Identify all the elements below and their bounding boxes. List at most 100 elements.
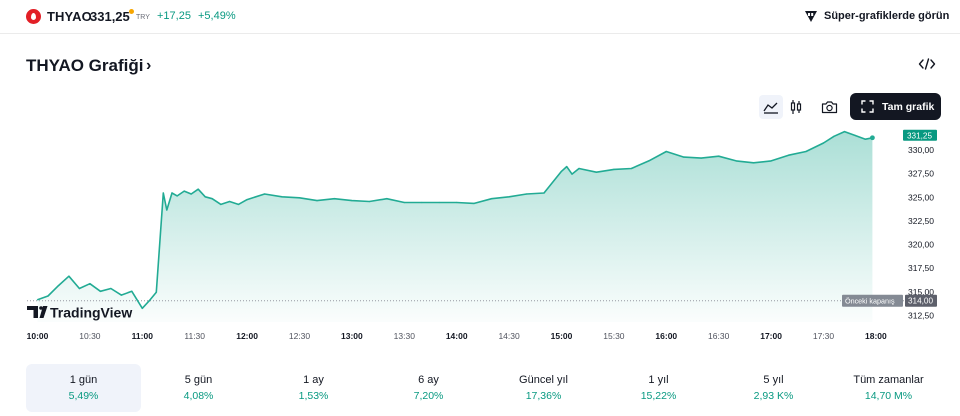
price-point [491,198,493,200]
period-tab-change: 7,20% [413,390,444,402]
company-logo [26,9,41,24]
current-price-label: 331,25 [907,131,932,140]
price-point [237,203,239,205]
candlestick-button[interactable] [784,95,808,119]
price-point [281,196,283,198]
price-point [566,166,568,168]
x-tick-label: 16:30 [708,331,730,341]
price-change-percent: +5,49% [198,10,236,22]
price-point [171,192,173,194]
y-tick-label: 320,00 [908,240,934,250]
price-point [403,201,405,204]
period-tab[interactable]: 1 ay 1,53% [256,364,371,412]
tradingview-watermark: TradingView [27,305,132,321]
supercharts-logo-icon[interactable] [804,9,818,23]
price-point [753,162,755,164]
x-tick-label: 15:00 [551,331,573,341]
price-point [166,209,168,211]
price-point [110,287,112,290]
price-point [700,157,702,159]
expand-icon [861,100,874,113]
price-point [211,198,213,200]
period-tab-change: 2,93 K% [753,390,794,402]
period-tab-change: 14,70 M% [864,390,913,402]
period-tab[interactable]: 5 yıl 2,93 K% [716,364,831,412]
period-tab-label: 1 gün [69,374,98,386]
price-point [613,168,615,170]
period-tab-label: Tüm zamanlar [853,374,924,386]
symbol-currency: TRY [136,14,150,21]
period-tab-label: Güncel yıl [519,374,568,386]
supercharts-link[interactable]: Süper-grafiklerde görün [824,10,950,22]
y-tick-label: 322,50 [908,216,934,226]
price-point [718,155,720,157]
code-embed-icon[interactable] [918,56,936,72]
price-point [229,200,231,203]
price-point [155,291,157,293]
price-point [120,294,122,296]
price-point [843,131,846,133]
price-point [36,299,39,301]
period-tab-change: 15,22% [640,390,677,402]
area-chart-icon [763,102,778,114]
x-tick-label: 13:00 [341,331,363,341]
prev-close-label: Önceki kapanış [845,297,895,306]
x-tick-label: 14:00 [446,331,468,341]
current-price-badge: 331,25 [903,129,937,141]
chevron-right-icon[interactable]: › [146,57,152,74]
price-point [526,193,528,195]
price-point [264,193,266,195]
price-point [854,134,856,136]
fullscreen-label: Tam grafik [882,100,935,113]
price-point [141,307,143,309]
price-point [220,203,222,205]
watermark-text: TradingView [50,305,132,321]
y-tick-label: 330,00 [908,145,934,155]
period-tabs: 1 gün 5,49% 5 gün 4,08% 1 ay 1,53% 6 ay 7,20% Gü… [26,364,946,412]
price-point [578,167,580,170]
price-point [333,198,335,200]
period-tab[interactable]: 6 ay 7,20% [371,364,486,412]
period-tab-label: 5 yıl [763,374,784,386]
price-point [368,200,370,203]
price-point [560,170,563,172]
period-tab-label: 6 ay [418,374,439,386]
symbol-name[interactable]: THYAO [47,9,92,24]
price-point [148,300,150,302]
price-point [47,295,49,297]
period-tab-label: 1 yıl [648,374,669,386]
period-tab-change: 17,36% [525,390,562,402]
symbol-price: 331,25 [90,9,130,24]
price-point [131,290,133,292]
price-chart[interactable]: 312,50 315,00 317,50 320,00 322,50 325,00 327,… [0,125,960,347]
x-tick-label: 17:00 [760,331,782,341]
period-tab[interactable]: Tüm zamanlar 14,70 M% [831,364,946,412]
period-tab[interactable]: Güncel yıl 17,36% [486,364,601,412]
price-point [665,150,667,153]
price-point [438,201,440,204]
price-area-fill [37,131,873,322]
price-point [421,201,423,204]
area-chart-button[interactable] [759,95,783,119]
price-point [204,196,206,198]
x-tick-label: 15:30 [603,331,625,341]
price-point [246,199,248,201]
snapshot-button[interactable] [817,95,841,119]
price-point [473,202,475,204]
period-tab-change: 4,08% [183,390,214,402]
period-tab[interactable]: 5 gün 4,08% [141,364,256,412]
symbol-header-bar: THYAO 331,25 TRY +17,25 +5,49% Süper-gra… [0,0,960,34]
period-tab-label: 5 gün [184,374,213,386]
period-tab[interactable]: 1 yıl 15,22% [601,364,716,412]
x-tick-label: 16:00 [655,331,677,341]
x-tick-label: 11:30 [184,331,205,341]
x-tick-label: 10:00 [27,331,49,341]
x-tick-label: 13:30 [394,331,416,341]
fullscreen-chart-button[interactable]: Tam grafik [850,93,941,120]
chart-title[interactable]: THYAO Grafiği [26,56,144,75]
price-point [68,275,70,277]
price-point [864,138,867,140]
price-point [386,198,388,200]
period-tab[interactable]: 1 gün 5,49% [26,364,141,412]
price-point [571,173,573,175]
